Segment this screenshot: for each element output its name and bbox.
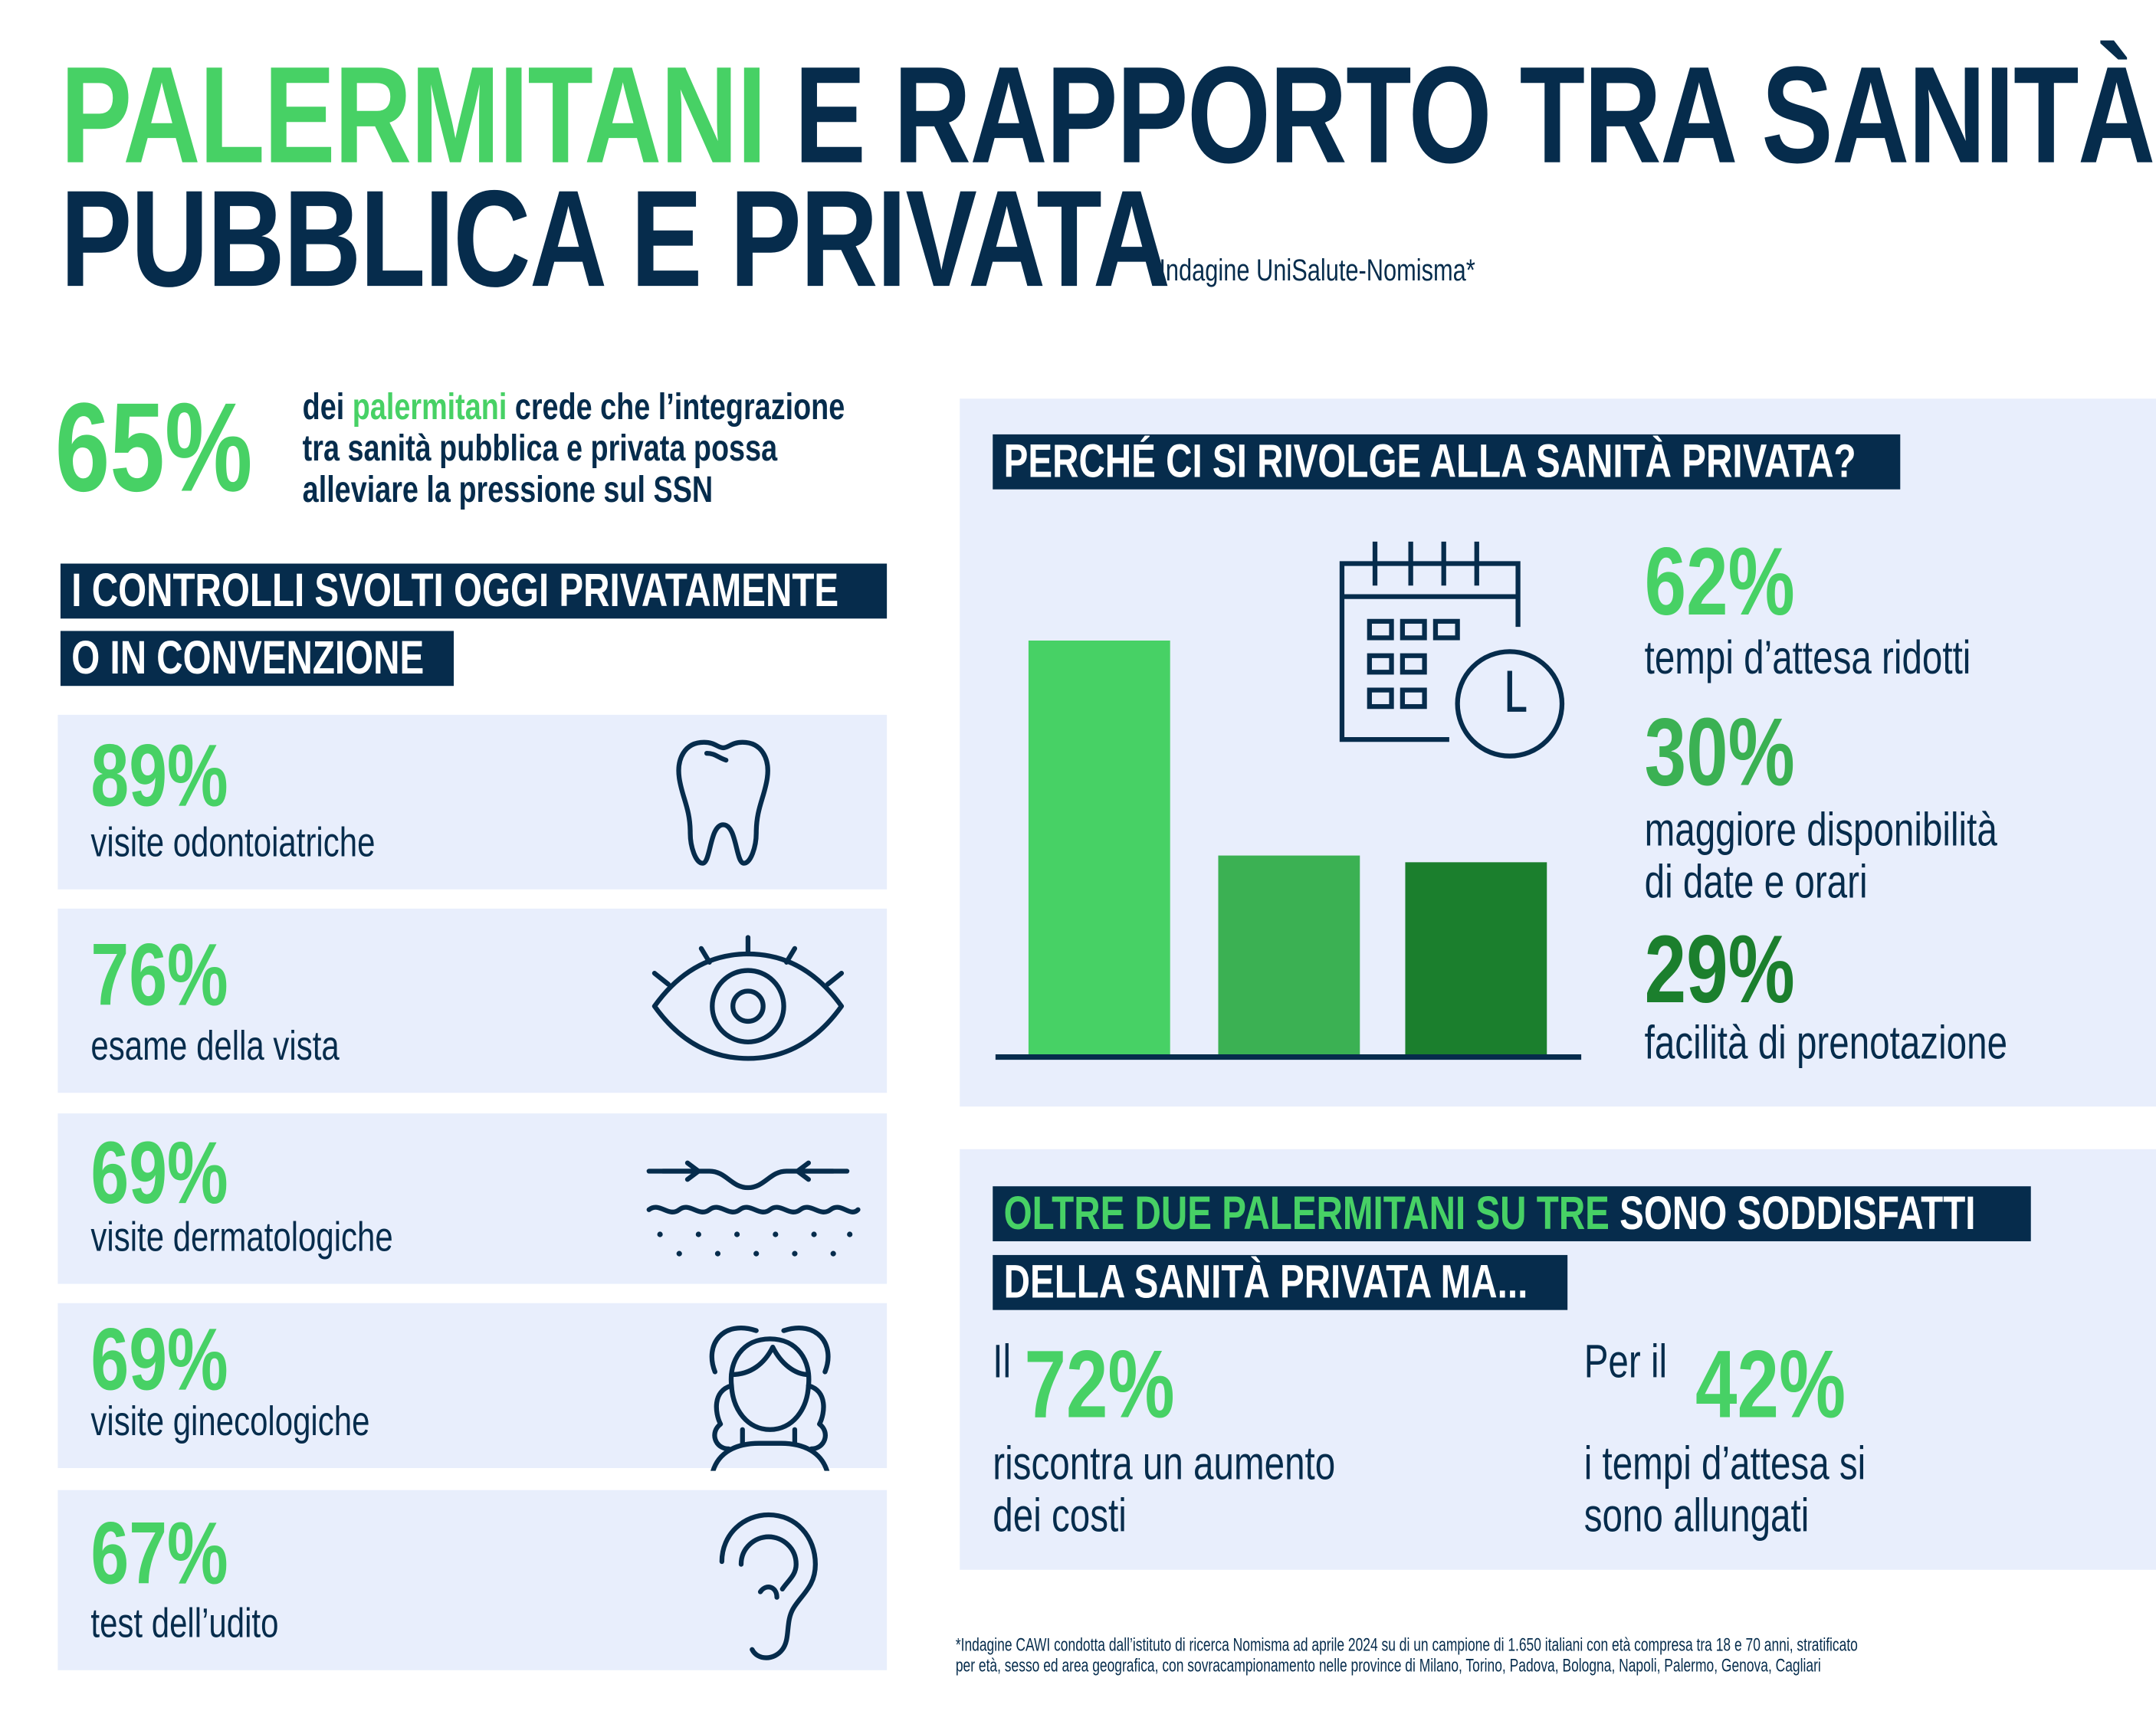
right-text: i tempi d’attesa si sono allungati [1584,1438,1945,1542]
text: OLTRE DUE PALERMITANI SU TRE [1003,1188,1610,1241]
text: i tempi d’attesa si [1583,1437,1866,1490]
text: SONO SODDISFATTI [1609,1188,1976,1241]
reason-label: facilità di prenotazione [1645,1018,2110,1122]
control-value: 69% [90,1128,267,1216]
left-value: 72% [1025,1336,1217,1433]
text: Il [993,1336,1012,1388]
text: 29% [1644,915,1795,1023]
page-title-line2: PUBBLICA E PRIVATA [61,170,1482,307]
control-label: visite dermatologiche [90,1215,478,1262]
text: PERCHÉ CI SI RIVOLGE ALLA SANITÀ PRIVATA… [1003,435,1856,488]
text: 69% [90,1122,228,1221]
text: esame della vista [90,1024,340,1070]
control-value: 67% [90,1509,267,1598]
control-label: esame della vista [90,1024,409,1071]
text: 89% [90,726,228,825]
text: maggiore disponibilità [1644,804,1997,857]
right-prefix: Per il [1584,1336,1691,1388]
text: sono allungati [1583,1490,1810,1542]
text: dei [302,386,353,428]
text: 67% [90,1503,228,1603]
title-rest: E RAPPORTO TRA SANITÀ [794,38,2155,193]
intro-highlight: palermitani [352,386,507,428]
text: *Indagine CAWI condotta dall’istituto di… [955,1634,1858,1655]
title-line2-text: PUBBLICA E PRIVATA [60,162,1170,316]
control-value: 76% [90,930,267,1018]
text: visite dermatologiche [90,1214,393,1261]
text: tra sanità pubblica e privata possa [302,427,778,469]
controls-heading-line2: O IN CONVENZIONE [60,631,454,687]
text: crede che l’integrazione [507,386,845,428]
control-card: 69% visite dermatologiche [57,1113,888,1284]
control-card: 89% visite odontoiatriche [57,714,888,890]
text: riscontra un aumento [993,1437,1336,1490]
source-text: Indagine UniSalute-Nomisma* [1159,253,1475,287]
right-value: 42% [1695,1336,1888,1433]
text: 72% [1024,1330,1175,1438]
footnote: *Indagine CAWI condotta dall’istituto di… [956,1634,2156,1676]
ear-icon [719,1512,818,1660]
text: DELLA SANITÀ PRIVATA MA... [1003,1256,1528,1309]
text: 69% [90,1309,228,1408]
title-highlight: PALERMITANI [60,38,766,193]
control-card: 69% visite ginecologiche [57,1303,888,1471]
control-card: 76% esame della vista [57,908,888,1093]
text: 30% [1644,698,1795,806]
eye-icon [651,935,845,1061]
bar-2 [1218,855,1360,1057]
control-label: visite ginecologiche [90,1399,448,1446]
private-heading: PERCHÉ CI SI RIVOLGE ALLA SANITÀ PRIVATA… [993,434,1901,490]
text: facilità di prenotazione [1644,1017,2008,1070]
text: O IN CONVENZIONE [71,632,425,685]
controls-heading-line1: I CONTROLLI SVOLTI OGGI PRIVATAMENTE [60,563,888,619]
text: per età, sesso ed area geografica, con s… [955,1654,1821,1676]
intro-value-text: 65% [54,378,253,519]
text: 76% [90,924,228,1024]
text: dei costi [993,1490,1127,1542]
control-card: 67% test dell’udito [57,1490,888,1670]
source-label: Indagine UniSalute-Nomisma* [1159,253,1564,289]
text: visite odontoiatriche [90,821,376,867]
reason-value: 29% [1645,921,1837,1018]
intro-text: dei palermitani crede che l’integrazione… [303,386,998,510]
text: 42% [1695,1330,1846,1438]
reason-label: tempi d’attesa ridotti [1645,632,2063,736]
text: alleviare la pressione sul SSN [302,468,714,510]
text: Per il [1583,1336,1668,1388]
text: di date e orari [1644,856,1868,909]
text: visite ginecologiche [90,1399,370,1445]
left-prefix: Il [993,1336,1016,1388]
control-label: test dell’udito [90,1601,331,1648]
control-label: visite odontoiatriche [90,821,455,867]
control-value: 69% [90,1315,267,1403]
control-value: 89% [90,731,267,819]
text: I CONTROLLI SVOLTI OGGI PRIVATAMENTE [71,565,839,618]
bar-1 [1028,641,1170,1057]
reason-label: maggiore disponibilità di date e orari [1645,804,2097,908]
tooth-icon [676,739,770,866]
text: 62% [1644,527,1795,635]
text: test dell’udito [90,1601,279,1647]
calendar-clock-icon [1339,541,1565,759]
satisfaction-heading-line2: DELLA SANITÀ PRIVATA MA... [993,1254,1568,1310]
woman-icon [709,1325,831,1471]
skin-icon [646,1160,861,1257]
reason-value: 62% [1645,533,1837,630]
reason-value: 30% [1645,704,1837,801]
bar-3 [1405,862,1547,1057]
page-title-line1: PALERMITANI E RAPPORTO TRA SANITÀ [61,47,2156,184]
intro-value: 65% [55,385,308,511]
satisfaction-heading-line1: OLTRE DUE PALERMITANI SU TRE SONO SODDIS… [993,1186,2031,1241]
bar-chart [995,641,1582,1060]
left-text: riscontra un aumento dei costi [993,1438,1432,1542]
text: tempi d’attesa ridotti [1644,632,1971,685]
